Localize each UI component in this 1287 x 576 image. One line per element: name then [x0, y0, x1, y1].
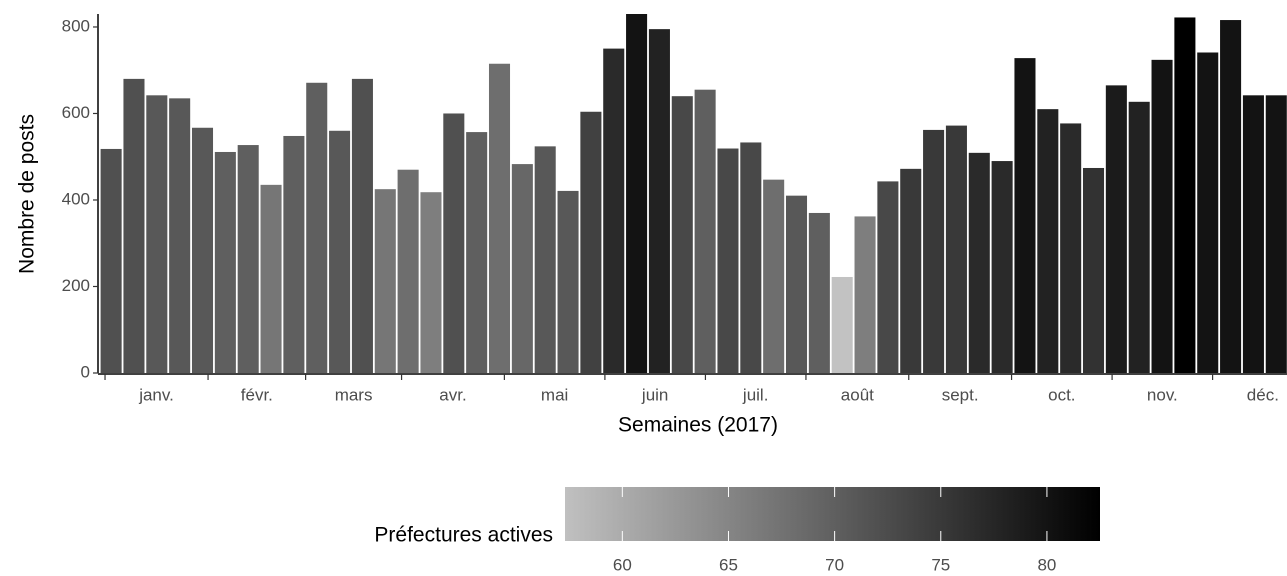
bar — [100, 148, 122, 373]
bar — [1151, 59, 1173, 373]
bar — [785, 195, 808, 373]
y-tick-label: 0 — [81, 362, 90, 381]
x-tick-label: janv. — [138, 385, 174, 404]
bar — [397, 169, 419, 373]
x-tick-label: juil. — [742, 385, 769, 404]
bar — [374, 189, 396, 373]
y-axis-title: Nombre de posts — [16, 114, 39, 274]
x-tick-label: avr. — [439, 385, 466, 404]
bar — [648, 29, 670, 374]
bar — [1060, 123, 1082, 374]
bar — [854, 216, 876, 373]
bar — [877, 181, 899, 373]
bar — [237, 145, 259, 373]
bar — [1174, 17, 1196, 374]
bar — [214, 151, 236, 373]
bar — [763, 179, 785, 373]
colorbar-tick-label: 80 — [1037, 555, 1056, 574]
x-tick-label: mai — [541, 385, 568, 404]
y-tick-label: 600 — [62, 103, 90, 122]
legend-title: Préfectures actives — [374, 524, 553, 547]
bar — [420, 192, 442, 373]
x-tick-label: déc. — [1247, 385, 1279, 404]
bar — [1037, 109, 1059, 374]
bar — [694, 89, 716, 373]
y-tick-label: 800 — [62, 16, 90, 35]
bar — [740, 142, 762, 373]
x-tick-label: nov. — [1147, 385, 1178, 404]
bar — [717, 148, 739, 373]
x-tick-label: août — [841, 385, 874, 404]
bar — [351, 78, 373, 373]
bar — [923, 129, 945, 373]
y-tick-label: 400 — [62, 189, 90, 208]
bar — [671, 96, 693, 373]
bar — [488, 63, 511, 373]
bar — [557, 190, 579, 373]
bar — [443, 113, 465, 373]
bar — [808, 212, 830, 373]
bar — [945, 125, 967, 373]
bar — [1265, 95, 1287, 373]
bar — [1197, 52, 1219, 374]
colorbar-tick-label: 65 — [719, 555, 738, 574]
bar — [283, 135, 305, 373]
bar — [968, 152, 990, 373]
bar — [146, 95, 168, 373]
x-tick-label: sept. — [942, 385, 979, 404]
y-tick-label: 200 — [62, 276, 90, 295]
bar — [991, 161, 1013, 373]
bar — [511, 164, 533, 373]
bar — [260, 184, 282, 373]
bar — [1242, 95, 1264, 373]
bar — [603, 48, 625, 373]
bar — [329, 130, 351, 373]
bar — [534, 146, 556, 373]
x-tick-label: oct. — [1048, 385, 1075, 404]
bar — [1220, 20, 1242, 374]
bar — [626, 14, 648, 373]
x-axis-title: Semaines (2017) — [618, 414, 778, 437]
bar — [1014, 58, 1036, 373]
x-tick-label: févr. — [241, 385, 273, 404]
x-tick-label: mars — [335, 385, 373, 404]
bar — [831, 276, 853, 373]
colorbar-tick-label: 70 — [825, 555, 844, 574]
bar — [1128, 101, 1150, 373]
bar — [466, 132, 488, 373]
bar — [1082, 167, 1105, 373]
colorbar-tick-label: 75 — [931, 555, 950, 574]
bar — [1105, 85, 1127, 374]
x-tick-label: juin — [641, 385, 668, 404]
colorbar-tick-label: 60 — [613, 555, 632, 574]
bar — [191, 127, 214, 373]
colorbar — [565, 487, 1100, 541]
bar — [123, 78, 145, 373]
bar — [580, 111, 602, 374]
bar — [169, 98, 191, 373]
bar — [900, 168, 922, 373]
bar — [306, 82, 328, 374]
